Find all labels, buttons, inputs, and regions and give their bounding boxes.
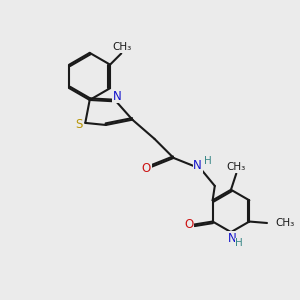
Text: H: H [204,156,211,166]
Text: S: S [76,118,83,131]
Text: N: N [193,159,202,172]
Text: CH₃: CH₃ [227,162,246,172]
Text: H: H [235,238,243,248]
Text: CH₃: CH₃ [113,42,132,52]
Text: CH₃: CH₃ [276,218,295,228]
Text: O: O [142,162,151,175]
Text: N: N [112,90,121,103]
Text: N: N [228,232,237,245]
Text: O: O [184,218,194,231]
